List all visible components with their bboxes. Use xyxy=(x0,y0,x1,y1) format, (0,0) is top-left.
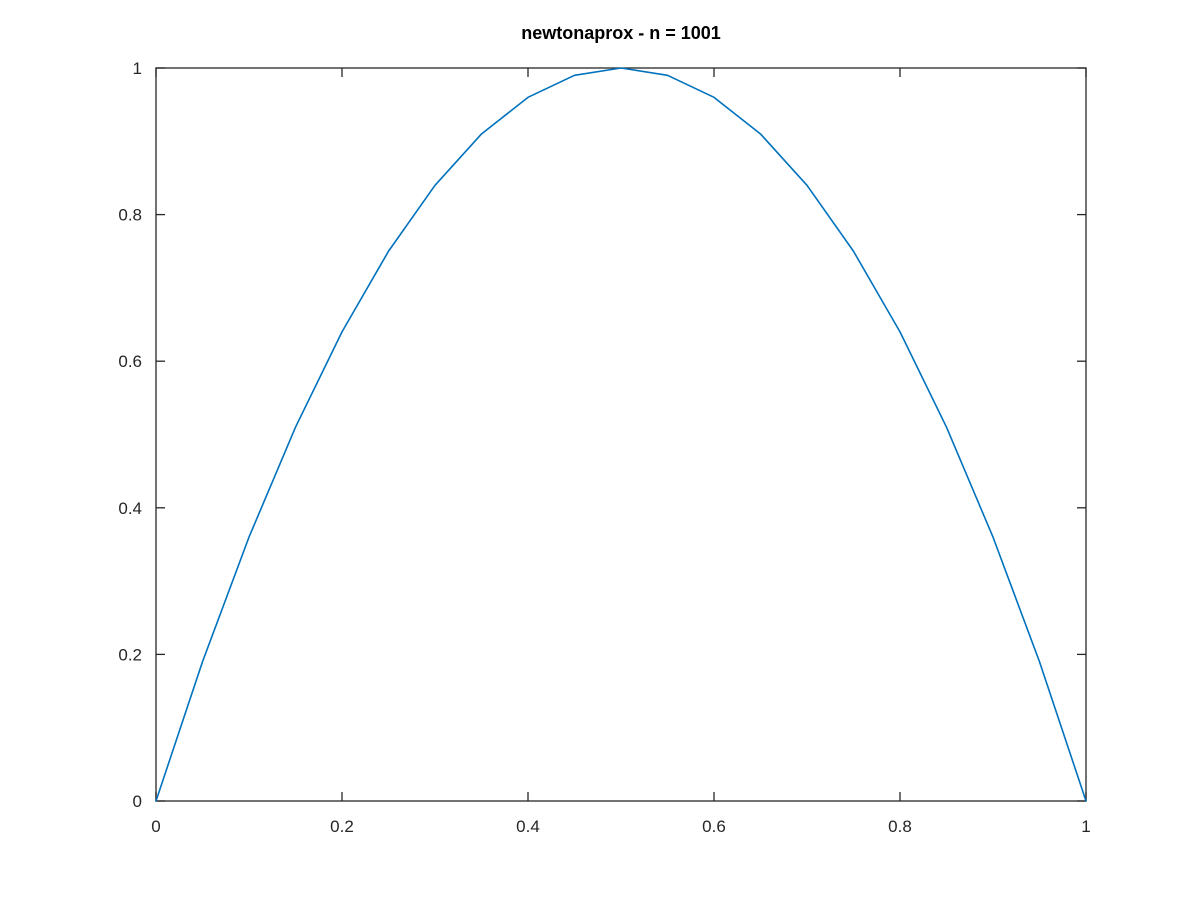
y-tick-label: 1 xyxy=(133,59,142,78)
x-tick-label: 1 xyxy=(1081,817,1090,836)
x-tick-label: 0.8 xyxy=(888,817,912,836)
y-tick-label: 0.8 xyxy=(118,206,142,225)
x-tick-label: 0.6 xyxy=(702,817,726,836)
x-axis-tick-labels: 0 0.2 0.4 0.6 0.8 1 xyxy=(151,817,1090,836)
series-layer xyxy=(155,67,1087,802)
plot-area xyxy=(155,67,1087,802)
chart-title: newtonaprox - n = 1001 xyxy=(521,23,721,43)
y-axis-ticks xyxy=(156,67,1086,802)
y-axis-tick-labels: 0 0.2 0.4 0.6 0.8 1 xyxy=(118,59,142,811)
y-tick-label: 0.4 xyxy=(118,499,142,518)
y-tick-label: 0 xyxy=(133,792,142,811)
y-tick-label: 0.6 xyxy=(118,352,142,371)
x-axis-ticks xyxy=(155,68,1087,801)
series-line xyxy=(155,67,1087,802)
y-tick-label: 0.2 xyxy=(118,645,142,664)
x-tick-label: 0.2 xyxy=(330,817,354,836)
x-tick-label: 0.4 xyxy=(516,817,540,836)
x-tick-label: 0 xyxy=(151,817,160,836)
